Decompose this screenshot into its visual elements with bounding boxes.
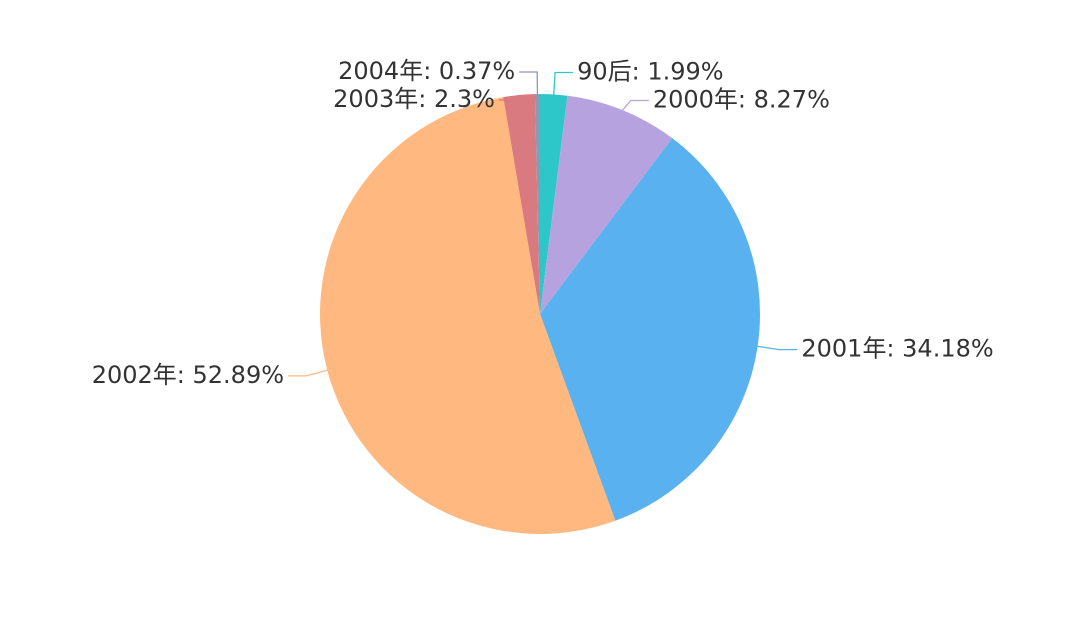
pie-slice <box>503 94 540 314</box>
leader-line <box>519 71 539 95</box>
data-label: 90后: 1.99% <box>577 57 724 85</box>
pie-slice <box>540 95 673 314</box>
data-label: 2004年: 0.37% <box>338 57 515 85</box>
data-label: 2002年: 52.89% <box>92 361 284 389</box>
data-label: 2003年: 2.3% <box>333 85 495 113</box>
pie-slice <box>540 94 568 314</box>
pie-slice <box>319 97 616 535</box>
leader-line <box>498 94 520 101</box>
leader-line <box>622 99 649 111</box>
leader-line <box>757 345 798 351</box>
pie-slice <box>534 94 540 314</box>
leader-line <box>288 369 328 377</box>
data-label: 2000年: 8.27% <box>653 85 830 113</box>
pie-slice <box>540 138 760 521</box>
data-label: 2001年: 34.18% <box>801 335 993 363</box>
leader-line <box>553 71 574 95</box>
